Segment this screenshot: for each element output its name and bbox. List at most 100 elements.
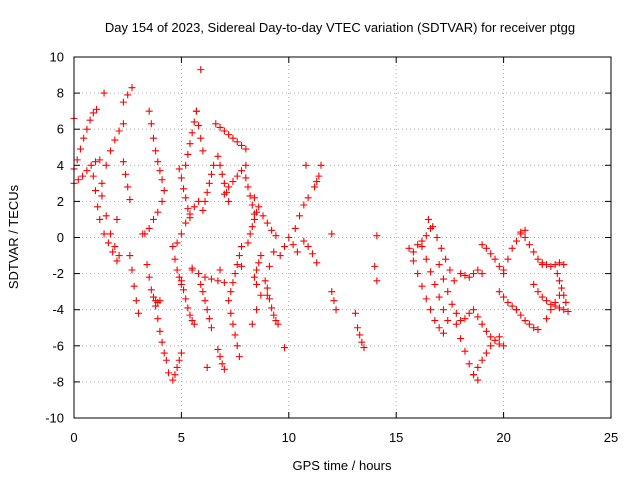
data-point [437,244,445,252]
series-t11 [143,261,164,306]
data-point [216,266,224,274]
data-point [80,134,88,142]
series-t18 [177,277,198,328]
data-point [220,127,228,135]
series-t37 [300,237,321,267]
data-point [182,295,190,303]
data-point [186,140,194,148]
data-point [500,266,508,274]
data-point [435,324,443,332]
data-point [119,98,127,106]
data-point [182,161,190,169]
data-point [126,252,134,260]
data-point [128,266,136,274]
data-point [274,320,282,328]
data-point [422,295,430,303]
series-t56 [538,259,568,270]
series-t13 [169,349,185,384]
data-point [107,230,115,238]
data-point [89,172,97,180]
data-point [250,194,258,202]
data-point [102,212,110,220]
data-point [203,363,211,371]
data-point [154,158,162,166]
y-tick-label: 6 [57,122,64,137]
data-point [300,201,308,209]
series-t39 [328,288,340,314]
data-point [409,257,417,265]
data-point [100,230,108,238]
data-point [257,252,265,260]
data-point [162,356,170,364]
data-point [74,176,82,184]
x-tick-label: 0 [70,430,77,445]
data-point [156,327,164,335]
x-tick-label: 10 [282,430,296,445]
data-point [414,241,422,249]
data-point [534,326,542,334]
data-point [272,232,280,240]
data-point [495,262,503,270]
series-t24 [214,152,233,205]
data-point [521,226,529,234]
data-point [233,138,241,146]
data-point [227,288,235,296]
data-point [452,320,460,328]
data-point [478,320,486,328]
data-point [487,333,495,341]
data-point [538,259,546,267]
data-point [145,224,153,232]
data-point [91,187,99,195]
data-point [461,347,469,355]
data-point [435,261,443,269]
data-point [218,360,226,368]
data-point [427,306,435,314]
x-tick-label: 15 [389,430,403,445]
data-point [231,331,239,339]
x-axis-label: GPS time / hours [293,458,392,473]
data-point [225,183,233,191]
data-point [218,170,226,178]
data-point [145,273,153,281]
data-point [188,264,196,272]
data-point [197,66,205,74]
data-point [188,129,196,137]
data-point [534,255,542,263]
data-point [195,197,203,205]
data-point [169,243,177,251]
data-point [265,295,273,303]
data-point [79,172,87,180]
data-point [470,371,478,379]
data-point [139,230,147,238]
data-point [233,172,241,180]
data-point [500,342,508,350]
data-point [197,280,205,288]
data-point [255,203,263,211]
series-t32 [248,248,278,328]
data-point [250,215,258,223]
series-t3 [98,120,127,187]
data-point [203,306,211,314]
data-point [229,320,237,328]
data-point [317,161,325,169]
data-point [177,230,185,238]
data-point [169,376,177,384]
data-point [190,203,198,211]
data-point [220,365,228,373]
data-point [216,123,224,131]
data-point [160,349,168,357]
data-point [373,232,381,240]
data-point [199,206,207,214]
data-point [86,116,94,124]
data-point [268,304,276,312]
data-point [158,176,166,184]
data-point [149,134,157,142]
series-t59 [551,302,572,316]
data-point [543,315,551,323]
data-point [184,304,192,312]
data-point [147,120,155,128]
series-t34 [263,284,282,328]
data-point [156,297,164,305]
data-point [220,179,228,187]
data-point [429,223,437,231]
